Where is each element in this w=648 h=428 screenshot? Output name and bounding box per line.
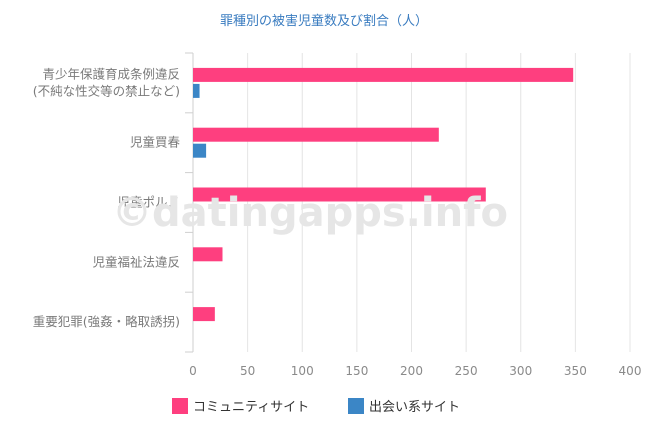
- x-tick-label: 300: [509, 364, 532, 378]
- x-tick-label: 150: [345, 364, 368, 378]
- category-label: 児童ポルノ: [117, 195, 180, 210]
- x-tick-label: 0: [189, 364, 197, 378]
- grid: [247, 53, 631, 352]
- x-tick-label: 100: [291, 364, 314, 378]
- legend-swatch: [348, 398, 364, 414]
- x-axis: 0 50 100 150 200 250 300 350 400: [189, 364, 641, 378]
- bar-community-site: [193, 187, 486, 202]
- bar-community-site: [193, 127, 439, 142]
- x-tick-label: 200: [400, 364, 423, 378]
- legend-label: コミュニティサイト: [193, 400, 309, 415]
- bar-community-site: [193, 247, 223, 262]
- category-label: 児童買春: [130, 135, 181, 150]
- legend: コミュニティサイト 出会い系サイト: [172, 398, 460, 415]
- legend-swatch: [172, 398, 188, 414]
- category-label: 児童福祉法違反: [92, 254, 180, 269]
- category-label: 青少年保護育成条例違反: [42, 66, 180, 81]
- x-tick-label: 50: [240, 364, 255, 378]
- watermark: ©datingapps.info: [112, 190, 508, 236]
- chart-title: 罪種別の被害児童数及び割合（人）: [220, 13, 428, 29]
- bar-dating-site: [193, 143, 207, 158]
- x-tick-label: 250: [455, 364, 478, 378]
- bar-community-site: [193, 307, 215, 322]
- bar-community-site: [193, 67, 574, 82]
- bars: [193, 67, 574, 322]
- category-label: (不純な性交等の禁止など): [33, 83, 180, 98]
- legend-label: 出会い系サイト: [369, 400, 460, 415]
- category-label: 重要犯罪(強姦・略取誘拐): [33, 314, 180, 329]
- bar-dating-site: [193, 83, 200, 98]
- category-axis: 青少年保護育成条例違反 (不純な性交等の禁止など) 児童買春児童ポルノ児童福祉法違反…: [33, 52, 194, 353]
- x-tick-label: 350: [564, 364, 587, 378]
- x-tick-label: 400: [619, 364, 642, 378]
